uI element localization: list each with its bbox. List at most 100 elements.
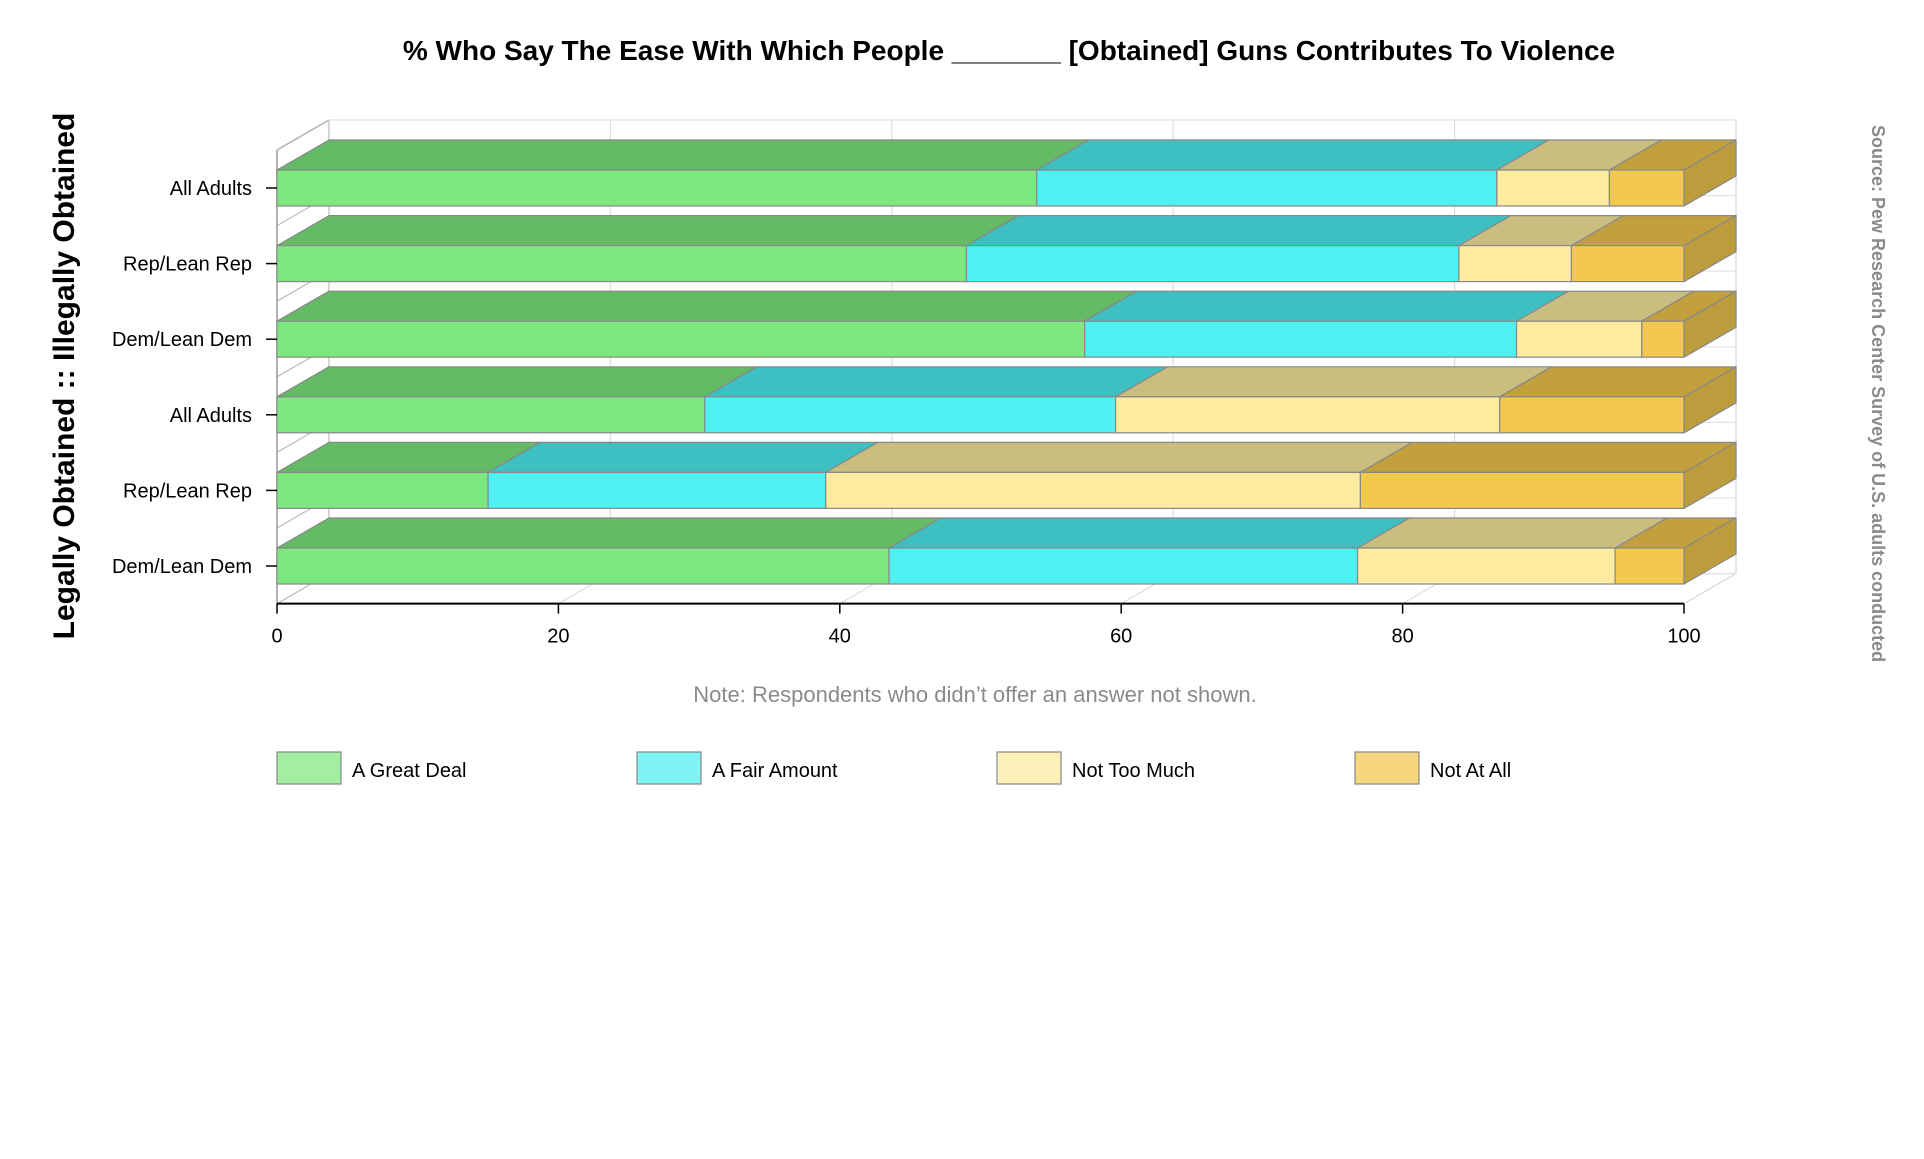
bar-front-face — [1515, 320, 1643, 358]
bar-front-face — [1641, 320, 1685, 358]
bar-front-face — [1496, 169, 1611, 207]
bar-segment-not-too-much — [1114, 366, 1553, 434]
bar-segment-a-great-deal — [276, 290, 1138, 358]
x-tick-label: 60 — [1110, 626, 1132, 648]
category-label: Rep/Lean Rep — [123, 254, 252, 276]
bar-front-face — [276, 547, 890, 585]
category-label: Rep/Lean Rep — [123, 480, 252, 502]
bar-top-face — [487, 441, 879, 473]
x-tick-label: 0 — [271, 626, 282, 648]
bar-front-face — [1608, 169, 1685, 207]
bar-top-face — [276, 517, 942, 549]
bar-front-face — [276, 396, 706, 434]
source-label: Source: Pew Research Center Survey of U.… — [1868, 125, 1888, 662]
bar-front-face — [888, 547, 1359, 585]
bar-segment-a-fair-amount — [965, 215, 1512, 283]
legend-label: Not At All — [1430, 760, 1511, 782]
bar-front-face — [825, 471, 1361, 509]
x-tick-label: 40 — [829, 626, 851, 648]
legend-item: A Fair Amount — [636, 751, 838, 785]
bar-top-face — [965, 215, 1512, 247]
bar-segment-a-fair-amount — [1084, 290, 1570, 358]
category-label: Dem/Lean Dem — [112, 329, 252, 351]
bar-top-face — [276, 366, 758, 398]
bar-front-face — [1114, 396, 1501, 434]
bar-segment-a-great-deal — [276, 517, 942, 585]
legend-label: A Great Deal — [352, 760, 467, 782]
x-tick-label: 80 — [1391, 626, 1413, 648]
legend-swatch — [996, 751, 1062, 785]
bar-top-face — [1084, 290, 1570, 322]
category-label: Dem/Lean Dem — [112, 556, 252, 578]
bar-front-face — [276, 169, 1038, 207]
bar-front-face — [1359, 471, 1685, 509]
bar-front-face — [1356, 547, 1616, 585]
bar-segment-not-too-much — [1356, 517, 1668, 585]
legend-item: Not At All — [1354, 751, 1511, 785]
bar-front-face — [704, 396, 1117, 434]
bar-segment-not-too-much — [825, 441, 1413, 509]
bar-segment-a-fair-amount — [1036, 139, 1550, 207]
legend-swatch — [636, 751, 702, 785]
bar-front-face — [1458, 245, 1573, 283]
bar-segment-a-great-deal — [276, 215, 1020, 283]
floor-gridline — [1683, 573, 1737, 605]
bar-side-face — [1683, 366, 1737, 434]
y-axis-label: Legally Obtained :: Illegally Obtained — [48, 113, 81, 640]
left-wall-gridline — [276, 119, 330, 151]
chart-title: % Who Say The Ease With Which People ___… — [403, 35, 1615, 66]
bar-front-face — [1570, 245, 1685, 283]
bar-segment-not-at-all — [1641, 290, 1737, 358]
bar-segment-a-fair-amount — [487, 441, 879, 509]
bar-front-face — [276, 471, 489, 509]
bar-side-face — [1683, 441, 1737, 509]
bar-top-face — [888, 517, 1411, 549]
legend-label: A Fair Amount — [712, 760, 838, 782]
bar-front-face — [276, 320, 1086, 358]
bar-segment-not-at-all — [1614, 517, 1737, 585]
bar-side-face — [1683, 139, 1737, 207]
bar-segment-not-at-all — [1570, 215, 1737, 283]
bar-top-face — [276, 139, 1090, 171]
legend-swatch — [276, 751, 342, 785]
bar-segment-a-great-deal — [276, 139, 1090, 207]
bar-front-face — [1084, 320, 1518, 358]
bar-segment-not-at-all — [1359, 441, 1737, 509]
bar-front-face — [276, 245, 968, 283]
bar-top-face — [1356, 517, 1668, 549]
bar-front-face — [1614, 547, 1685, 585]
legend-item: Not Too Much — [996, 751, 1195, 785]
bar-segment-a-fair-amount — [888, 517, 1411, 585]
bar-segment-not-at-all — [1499, 366, 1737, 434]
bar-segment-not-at-all — [1608, 139, 1737, 207]
bar-segment-not-too-much — [1496, 139, 1663, 207]
category-label: All Adults — [170, 405, 252, 427]
bar-top-face — [825, 441, 1413, 473]
bar-top-face — [1114, 366, 1553, 398]
legend-swatch — [1354, 751, 1420, 785]
bar-front-face — [1036, 169, 1498, 207]
bar-side-face — [1683, 215, 1737, 283]
bar-side-face — [1683, 517, 1737, 585]
x-tick-label: 20 — [547, 626, 569, 648]
bar-top-face — [704, 366, 1169, 398]
category-label: All Adults — [170, 178, 252, 200]
bar-top-face — [276, 215, 1020, 247]
bar-top-face — [1036, 139, 1550, 171]
bar-front-face — [487, 471, 827, 509]
bar-top-face — [1359, 441, 1737, 473]
bar-top-face — [276, 290, 1138, 322]
x-tick-label: 100 — [1667, 626, 1700, 648]
bar-segment-not-too-much — [1515, 290, 1695, 358]
bar-segment-a-fair-amount — [704, 366, 1169, 434]
bar-front-face — [1499, 396, 1685, 434]
chart-note: Note: Respondents who didn’t offer an an… — [693, 682, 1256, 707]
legend-item: A Great Deal — [276, 751, 467, 785]
bar-side-face — [1683, 290, 1737, 358]
bar-front-face — [965, 245, 1460, 283]
bar-segment-a-great-deal — [276, 366, 758, 434]
legend-label: Not Too Much — [1072, 760, 1195, 782]
bar-segment-a-great-deal — [276, 441, 541, 509]
